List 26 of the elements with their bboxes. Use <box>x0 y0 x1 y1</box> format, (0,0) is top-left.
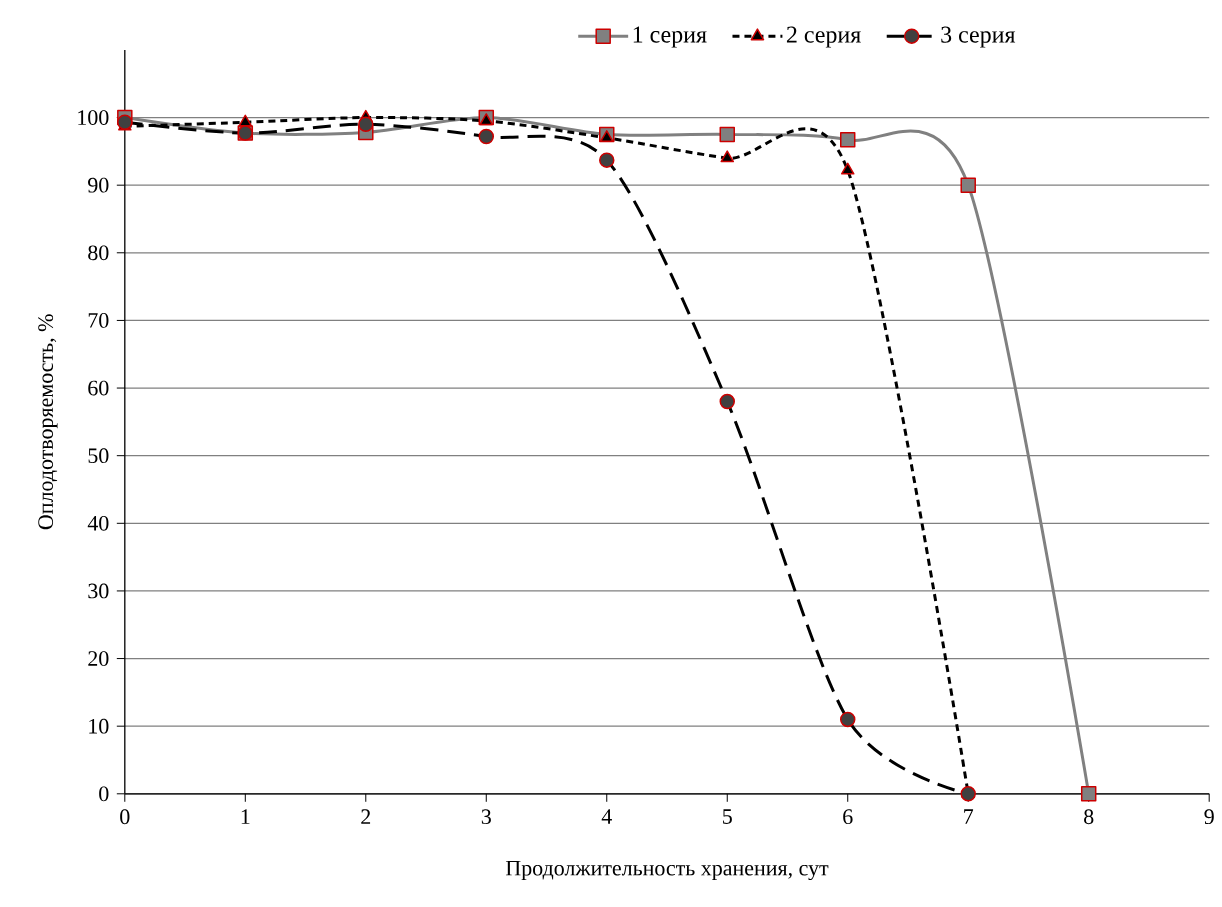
x-tick-label: 3 <box>481 809 491 825</box>
x-tick-label: 8 <box>1084 809 1094 825</box>
x-tick-label: 6 <box>843 809 853 825</box>
y-tick-label: 10 <box>89 718 109 734</box>
y-axis-title: Оплодотворяемость, % <box>38 314 58 530</box>
y-tick-label: 90 <box>88 177 109 193</box>
y-tick-label: 40 <box>87 516 109 531</box>
x-tick-label: 2 <box>361 809 371 825</box>
x-tick-label: 7 <box>964 809 974 824</box>
x-tick-label: 0 <box>120 809 130 825</box>
legend-label: 2 серия <box>786 26 861 48</box>
y-tick-label: 80 <box>88 245 109 261</box>
x-tick-label: 9 <box>1204 809 1214 825</box>
y-tick-label: 50 <box>88 448 109 464</box>
y-tick-label: 30 <box>88 583 109 599</box>
x-tick-label: 4 <box>601 809 612 824</box>
y-tick-label: 70 <box>88 313 109 329</box>
x-tick-label: 5 <box>723 809 732 825</box>
legend-label: 3 серия <box>941 26 1016 48</box>
legend-label: 1 серия <box>633 26 707 48</box>
x-axis-title: Продолжительность хранения, сут <box>505 861 829 881</box>
x-tick-label: 1 <box>241 809 250 824</box>
y-tick-label: 0 <box>99 786 109 802</box>
y-tick-label: 20 <box>88 651 109 667</box>
y-tick-label: 100 <box>78 110 109 126</box>
y-tick-label: 60 <box>88 380 109 396</box>
